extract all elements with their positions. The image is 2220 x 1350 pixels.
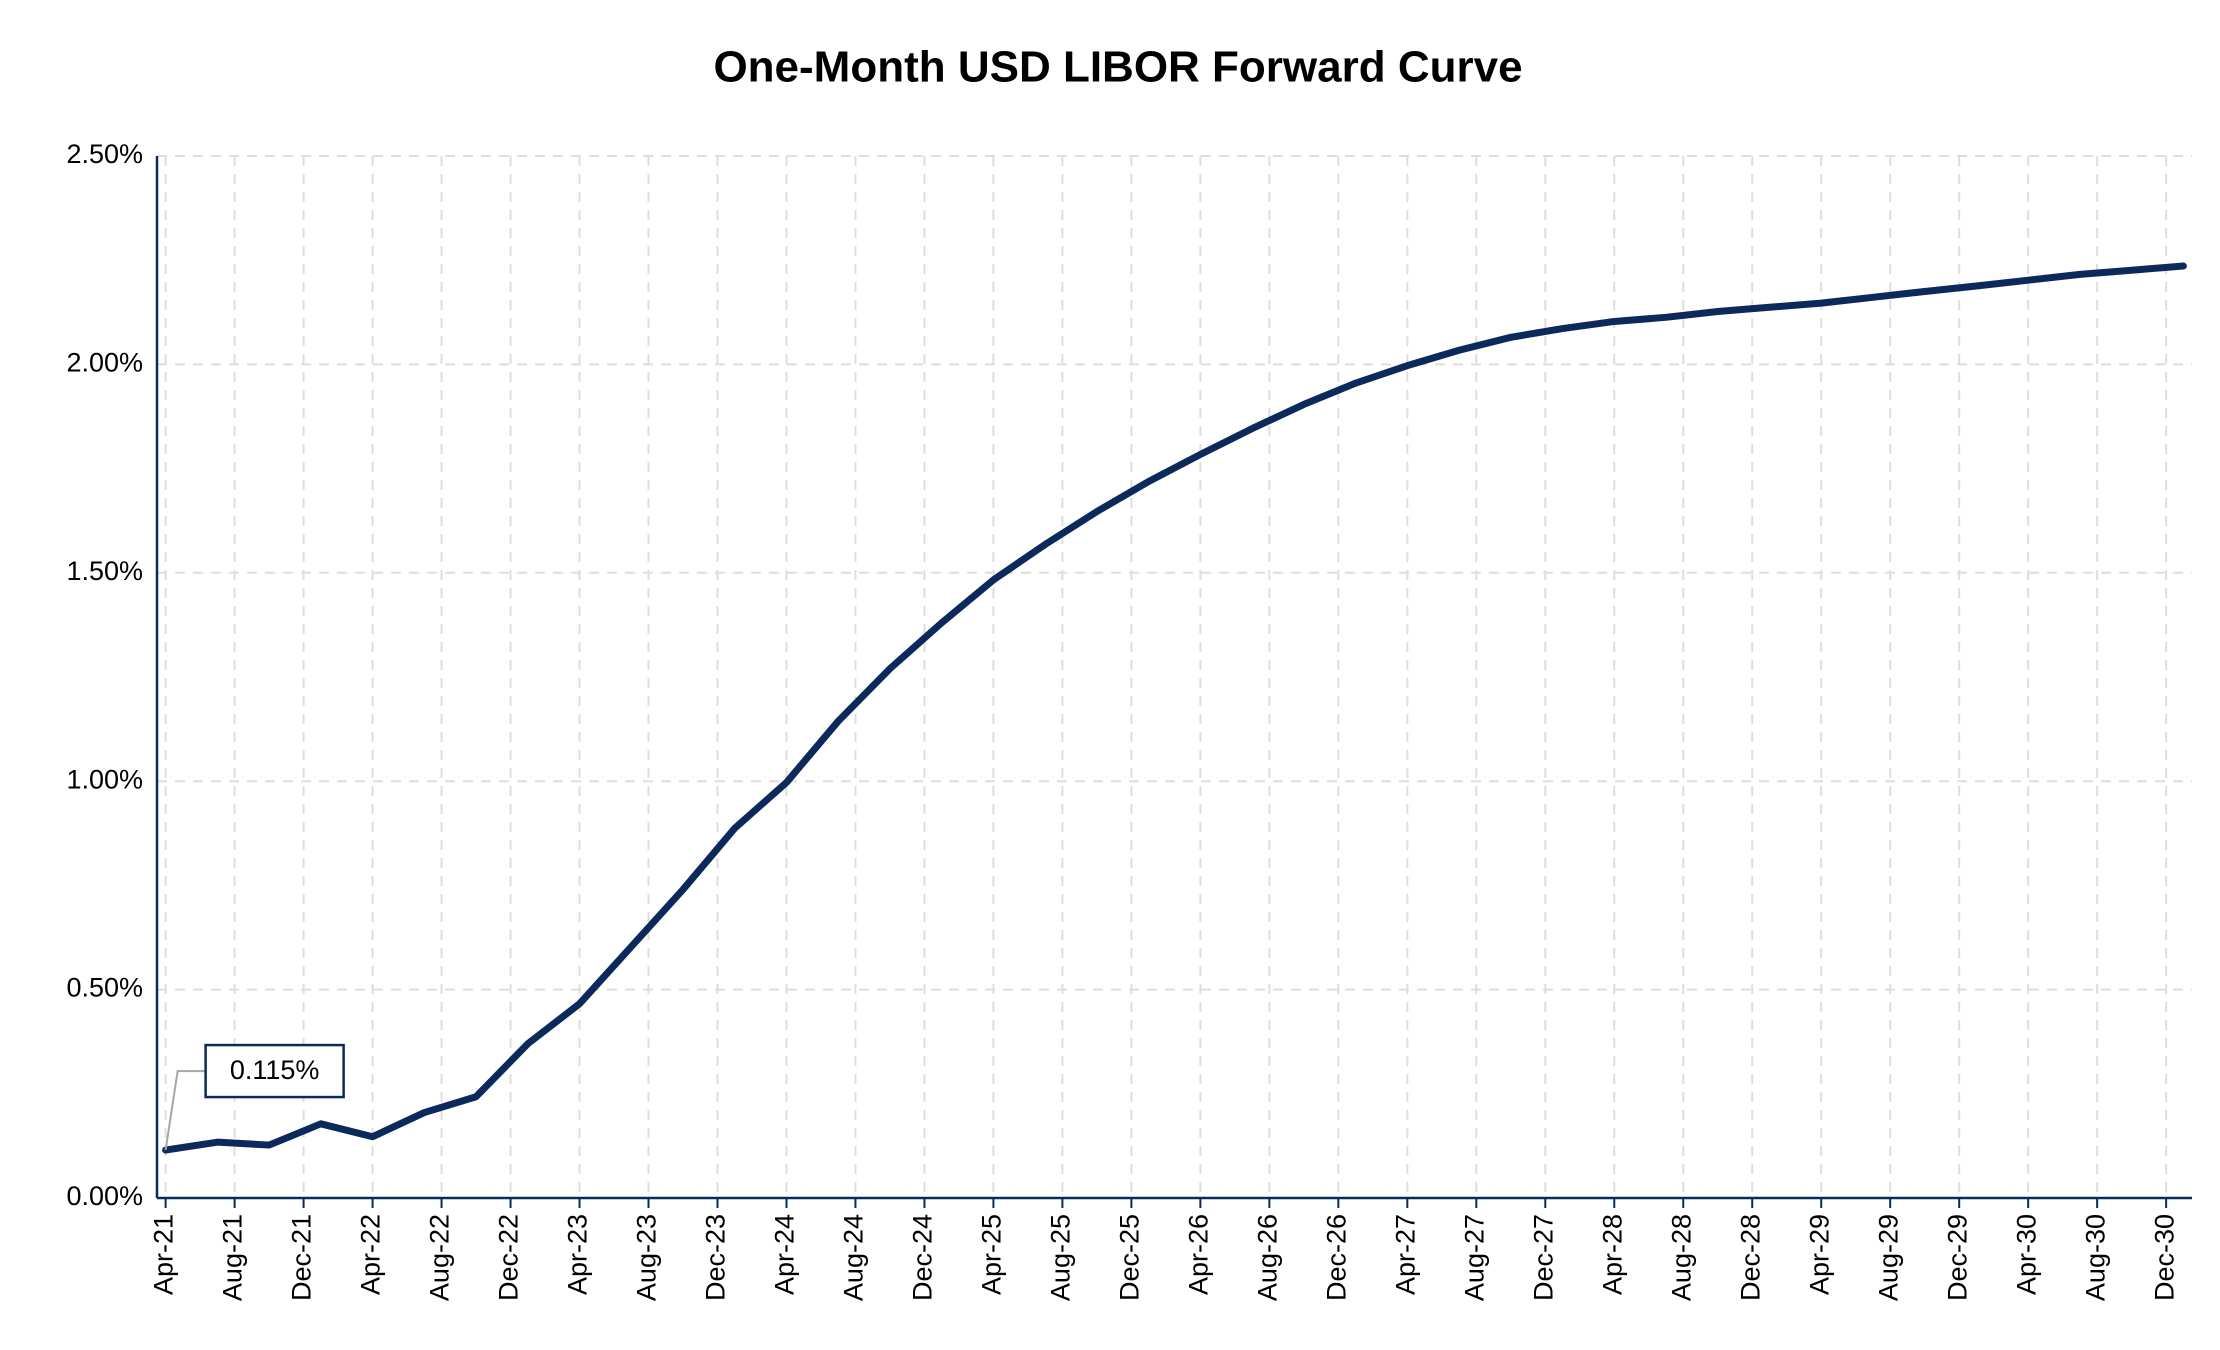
x-tick-label: Aug-27 [1459, 1214, 1489, 1301]
y-tick-label: 2.50% [66, 139, 143, 169]
x-tick-label: Aug-25 [1046, 1214, 1076, 1301]
x-tick-label: Aug-23 [632, 1214, 662, 1301]
x-tick-label: Dec-30 [2149, 1214, 2179, 1301]
label-box [204, 1043, 345, 1099]
x-tick-label: Aug-22 [425, 1214, 455, 1301]
x-tick-label: Apr-30 [2011, 1214, 2041, 1295]
x-tick-label: Dec-25 [1115, 1214, 1145, 1301]
x-tick-label: Aug-30 [2080, 1214, 2110, 1301]
x-tick-label: Dec-23 [701, 1214, 731, 1301]
leader-line [164, 1070, 206, 1151]
x-tick-label: Apr-24 [770, 1214, 800, 1295]
x-tick-label: Dec-21 [287, 1214, 317, 1301]
x-tick-label: Apr-25 [977, 1214, 1007, 1295]
chart-title: One-Month USD LIBOR Forward Curve [713, 43, 1522, 92]
data-label: 0.115% [230, 1055, 320, 1085]
y-tick-label: 0.00% [66, 1181, 143, 1211]
x-tick-label: Apr-23 [563, 1214, 593, 1295]
y-tick-label: 0.50% [66, 973, 143, 1003]
x-tick-label: Apr-26 [1183, 1214, 1213, 1295]
x-tick-label: Aug-24 [839, 1214, 869, 1301]
x-tick-label: Dec-27 [1528, 1214, 1558, 1301]
x-tick-label: Dec-26 [1321, 1214, 1351, 1301]
x-tick-label: Dec-29 [1942, 1214, 1972, 1301]
x-tick-label: Apr-21 [149, 1214, 179, 1295]
x-tick-label: Dec-22 [494, 1214, 524, 1301]
x-tick-label: Dec-28 [1735, 1214, 1765, 1301]
x-tick-label: Apr-22 [356, 1214, 386, 1295]
data-line [162, 262, 2187, 1154]
x-tick-label: Aug-29 [1873, 1214, 1903, 1301]
y-tick-label: 1.50% [66, 556, 143, 586]
y-tick-label: 1.00% [66, 764, 143, 794]
x-tick-label: Apr-28 [1597, 1214, 1627, 1295]
x-tick-label: Dec-24 [908, 1214, 938, 1301]
x-tick-label: Apr-27 [1390, 1214, 1420, 1295]
x-tick-label: Aug-26 [1252, 1214, 1282, 1301]
x-tick-label: Aug-28 [1666, 1214, 1696, 1301]
x-tick-label: Apr-29 [1804, 1214, 1834, 1295]
x-tick-label: Aug-21 [218, 1214, 248, 1301]
y-tick-label: 2.00% [66, 348, 143, 378]
